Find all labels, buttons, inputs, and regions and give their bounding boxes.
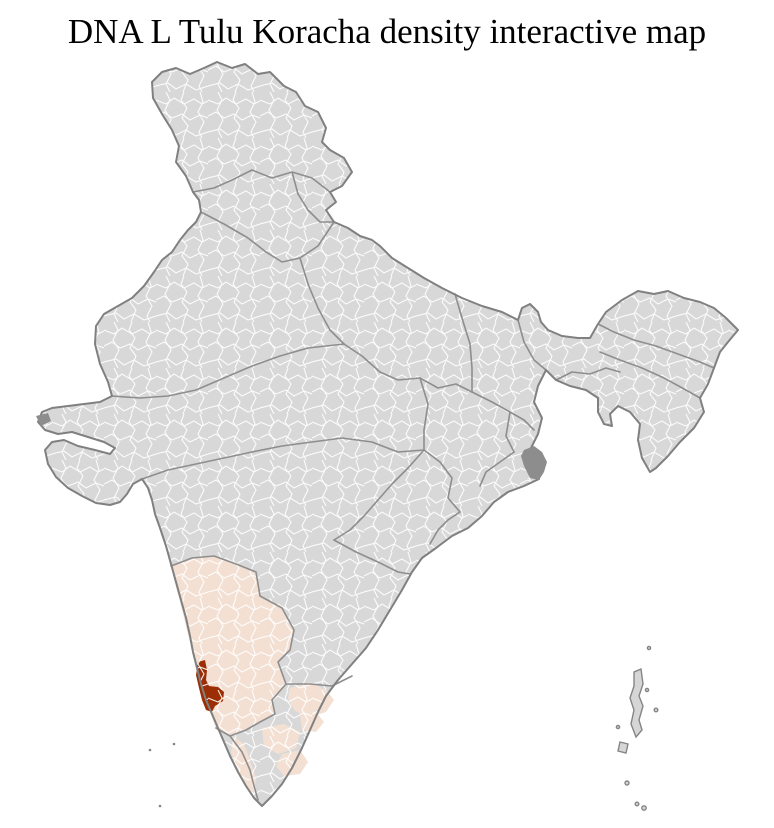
country-outline [37,61,739,807]
dense-patches [36,413,547,480]
kutch-creek-patch [36,413,51,426]
map-title: DNA L Tulu Koracha density interactive m… [67,12,707,51]
sundarbans-patch [521,446,547,480]
lakshadweep-islands [148,742,176,808]
andaman-nicobar-islands [615,645,659,811]
district-grid-overlay [38,62,738,806]
state-borders [111,169,715,801]
